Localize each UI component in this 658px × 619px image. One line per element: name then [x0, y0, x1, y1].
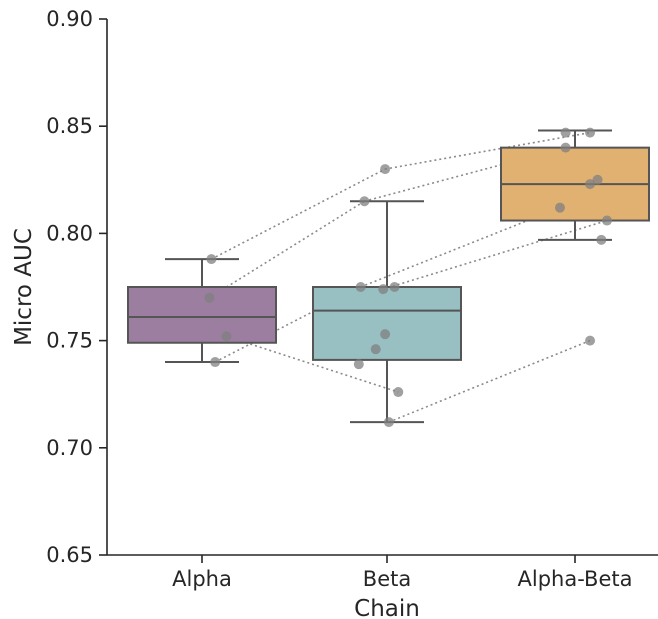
y-tick-label: 0.85	[46, 114, 93, 138]
paired-line	[211, 168, 386, 260]
data-point	[359, 196, 370, 207]
data-point	[585, 179, 596, 190]
y-tick-label: 0.65	[46, 543, 93, 567]
data-point	[596, 234, 607, 245]
box-body	[312, 286, 462, 361]
data-point	[592, 174, 603, 185]
x-tick-label: Alpha-Beta	[518, 567, 633, 591]
data-point	[560, 142, 571, 153]
data-point	[370, 344, 381, 355]
data-point	[206, 254, 217, 265]
data-point	[204, 292, 215, 303]
paired-line	[360, 206, 561, 288]
data-point	[378, 284, 389, 295]
paired-line	[388, 339, 591, 423]
y-axis-title: Micro AUC	[11, 228, 37, 346]
y-tick-label: 0.90	[46, 7, 93, 31]
box-alpha	[127, 258, 277, 364]
data-point	[554, 202, 565, 213]
data-point	[355, 282, 366, 292]
data-point	[560, 127, 571, 138]
data-point	[221, 331, 232, 342]
points-layer	[204, 127, 612, 428]
y-ticks-layer: 0.65 0.70 0.75 0.80 0.85 0.90	[46, 7, 107, 567]
x-axis-title: Chain	[354, 596, 420, 619]
y-tick-label: 0.75	[46, 329, 93, 353]
data-point	[601, 215, 612, 226]
paired-line	[383, 219, 608, 290]
box-beta	[312, 200, 462, 424]
data-point	[585, 127, 596, 138]
data-point	[210, 357, 221, 368]
x-ticks-layer: Alpha Beta Alpha-Beta	[172, 555, 632, 591]
paired-line	[209, 200, 365, 299]
data-point	[380, 164, 391, 175]
box-body	[127, 286, 277, 344]
y-tick-label: 0.70	[46, 436, 93, 460]
x-tick-label: Beta	[363, 567, 411, 591]
axes-layer	[106, 19, 658, 556]
data-point	[380, 329, 391, 340]
boxes-layer	[127, 129, 650, 424]
y-tick-label: 0.80	[46, 221, 93, 245]
x-tick-label: Alpha	[172, 567, 232, 591]
data-point	[393, 387, 404, 398]
data-point	[585, 335, 596, 346]
data-point	[389, 282, 400, 292]
data-point	[383, 417, 394, 428]
paired-line	[226, 335, 399, 393]
data-point	[353, 359, 364, 370]
box-alpha-beta	[500, 129, 650, 241]
